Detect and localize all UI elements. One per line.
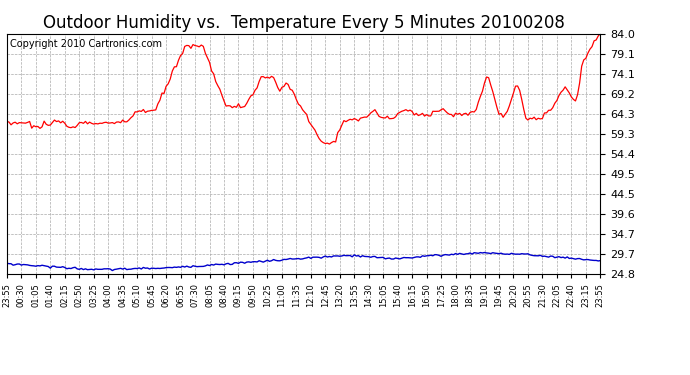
Text: Copyright 2010 Cartronics.com: Copyright 2010 Cartronics.com — [10, 39, 162, 48]
Title: Outdoor Humidity vs.  Temperature Every 5 Minutes 20100208: Outdoor Humidity vs. Temperature Every 5… — [43, 14, 564, 32]
